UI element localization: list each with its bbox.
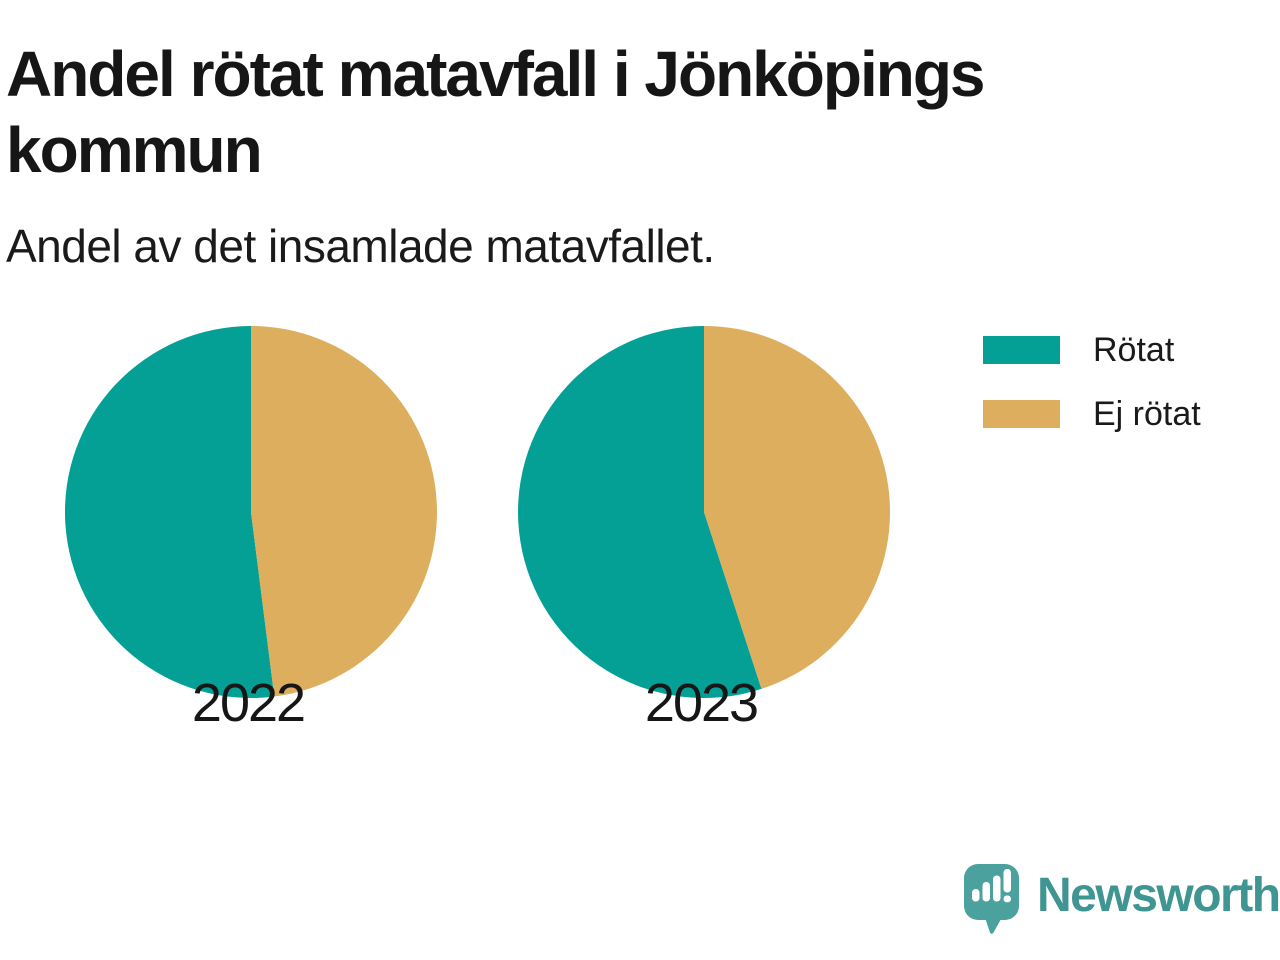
- chart-subtitle: Andel av det insamlade matavfallet.: [6, 220, 715, 272]
- legend-item-ej-rotat: Ej rötat: [983, 397, 1201, 431]
- legend-label-ej-rotat: Ej rötat: [1093, 395, 1201, 433]
- legend: Rötat Ej rötat: [983, 333, 1201, 431]
- pie-slice-2023-rötat: [518, 326, 762, 698]
- pie-chart-2023: [518, 326, 890, 698]
- pie-chart-2022: [65, 326, 437, 698]
- legend-item-rotat: Rötat: [983, 333, 1201, 367]
- legend-swatch-rotat: [983, 336, 1060, 364]
- legend-swatch-ej-rotat: [983, 400, 1060, 428]
- legend-label-rotat: Rötat: [1093, 331, 1175, 369]
- chart-title: Andel rötat matavfall i Jönköpings kommu…: [6, 38, 986, 186]
- pie-year-label-2022: 2022: [191, 673, 306, 733]
- newsworthy-pin-icon: [964, 864, 1019, 934]
- pie-slice-2022-rötat: [65, 326, 275, 698]
- pie-2022-svg: [65, 326, 437, 698]
- pie-2023-svg: [518, 326, 890, 698]
- pie-slice-2022-ej-rötat: [251, 326, 437, 697]
- branding: Newsworthy: [963, 864, 1280, 936]
- pie-year-label-2023: 2023: [644, 673, 759, 733]
- branding-logo-text: Newsworthy: [1037, 869, 1280, 922]
- pie-slice-2023-ej-rötat: [704, 326, 890, 689]
